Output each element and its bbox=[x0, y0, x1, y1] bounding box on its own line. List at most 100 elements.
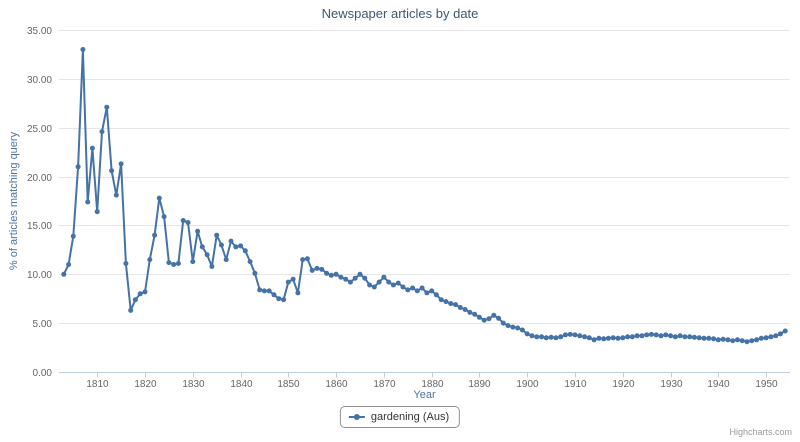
data-point-marker[interactable] bbox=[648, 331, 654, 337]
data-point-marker[interactable] bbox=[529, 333, 535, 339]
data-point-marker[interactable] bbox=[486, 316, 492, 322]
data-point-marker[interactable] bbox=[104, 104, 110, 110]
data-point-marker[interactable] bbox=[553, 335, 559, 341]
data-point-marker[interactable] bbox=[94, 209, 100, 215]
data-point-marker[interactable] bbox=[782, 328, 788, 334]
data-point-marker[interactable] bbox=[744, 339, 750, 345]
data-point-marker[interactable] bbox=[730, 338, 736, 344]
data-point-marker[interactable] bbox=[419, 285, 425, 291]
data-point-marker[interactable] bbox=[343, 276, 349, 282]
data-point-marker[interactable] bbox=[763, 335, 769, 341]
data-point-marker[interactable] bbox=[773, 333, 779, 339]
data-point-marker[interactable] bbox=[338, 274, 344, 280]
data-point-marker[interactable] bbox=[190, 259, 196, 265]
data-point-marker[interactable] bbox=[472, 311, 478, 317]
data-point-marker[interactable] bbox=[677, 333, 683, 339]
data-point-marker[interactable] bbox=[319, 266, 325, 272]
data-point-marker[interactable] bbox=[586, 335, 592, 341]
data-point-marker[interactable] bbox=[496, 315, 502, 321]
data-point-marker[interactable] bbox=[195, 228, 201, 234]
data-point-marker[interactable] bbox=[462, 307, 468, 312]
data-point-marker[interactable] bbox=[247, 259, 253, 265]
data-point-marker[interactable] bbox=[625, 334, 631, 340]
data-point-marker[interactable] bbox=[706, 335, 712, 341]
data-point-marker[interactable] bbox=[85, 199, 91, 205]
data-point-marker[interactable] bbox=[510, 324, 516, 330]
data-point-marker[interactable] bbox=[142, 289, 148, 295]
data-point-marker[interactable] bbox=[175, 261, 181, 266]
data-point-marker[interactable] bbox=[562, 332, 568, 338]
data-point-marker[interactable] bbox=[80, 47, 86, 52]
data-point-marker[interactable] bbox=[453, 302, 459, 308]
data-point-marker[interactable] bbox=[228, 238, 234, 244]
data-point-marker[interactable] bbox=[610, 335, 616, 341]
data-point-marker[interactable] bbox=[233, 244, 239, 250]
data-point-marker[interactable] bbox=[75, 164, 81, 170]
series-line[interactable] bbox=[62, 48, 787, 343]
data-point-marker[interactable] bbox=[457, 305, 463, 310]
data-point-marker[interactable] bbox=[61, 271, 67, 277]
data-point-marker[interactable] bbox=[362, 275, 368, 281]
data-point-marker[interactable] bbox=[433, 292, 439, 298]
data-point-marker[interactable] bbox=[443, 299, 449, 305]
data-point-marker[interactable] bbox=[720, 336, 726, 342]
data-point-marker[interactable] bbox=[357, 271, 363, 277]
data-point-marker[interactable] bbox=[629, 334, 635, 340]
data-point-marker[interactable] bbox=[285, 279, 291, 285]
data-point-marker[interactable] bbox=[214, 232, 220, 238]
data-point-marker[interactable] bbox=[314, 265, 320, 271]
data-point-marker[interactable] bbox=[199, 244, 205, 250]
data-point-marker[interactable] bbox=[209, 264, 215, 269]
data-point-marker[interactable] bbox=[615, 335, 621, 341]
data-point-marker[interactable] bbox=[405, 287, 411, 293]
data-point-marker[interactable] bbox=[99, 129, 105, 135]
data-point-marker[interactable] bbox=[152, 232, 158, 238]
data-point-marker[interactable] bbox=[324, 270, 330, 276]
data-point-marker[interactable] bbox=[591, 337, 597, 343]
data-point-marker[interactable] bbox=[715, 337, 721, 343]
data-point-marker[interactable] bbox=[261, 288, 267, 294]
data-point-marker[interactable] bbox=[534, 334, 540, 340]
data-point-marker[interactable] bbox=[639, 333, 645, 339]
legend-item-gardening-aus[interactable]: gardening (Aus) bbox=[339, 406, 461, 428]
data-point-marker[interactable] bbox=[281, 297, 287, 303]
data-point-marker[interactable] bbox=[257, 287, 263, 293]
data-point-marker[interactable] bbox=[734, 337, 740, 343]
data-point-marker[interactable] bbox=[400, 284, 406, 290]
data-point-marker[interactable] bbox=[505, 323, 511, 329]
data-point-marker[interactable] bbox=[252, 270, 258, 276]
data-point-marker[interactable] bbox=[132, 297, 138, 303]
data-point-marker[interactable] bbox=[386, 279, 392, 285]
series-gardening-aus[interactable] bbox=[61, 47, 788, 345]
data-point-marker[interactable] bbox=[749, 338, 755, 344]
data-point-marker[interactable] bbox=[687, 334, 693, 340]
data-point-marker[interactable] bbox=[596, 335, 602, 341]
data-point-marker[interactable] bbox=[390, 282, 396, 288]
data-point-marker[interactable] bbox=[185, 220, 191, 225]
data-point-marker[interactable] bbox=[548, 334, 554, 340]
data-point-marker[interactable] bbox=[218, 242, 224, 248]
data-point-marker[interactable] bbox=[70, 233, 76, 239]
data-point-marker[interactable] bbox=[161, 214, 167, 220]
data-point-marker[interactable] bbox=[171, 262, 177, 267]
data-point-marker[interactable] bbox=[156, 195, 162, 201]
data-point-marker[interactable] bbox=[448, 301, 454, 307]
data-point-marker[interactable] bbox=[696, 335, 702, 341]
data-point-marker[interactable] bbox=[672, 334, 678, 340]
data-point-marker[interactable] bbox=[300, 257, 306, 263]
data-point-marker[interactable] bbox=[238, 243, 244, 249]
data-point-marker[interactable] bbox=[539, 334, 545, 340]
data-point-marker[interactable] bbox=[204, 252, 210, 258]
data-point-marker[interactable] bbox=[276, 296, 282, 302]
data-point-marker[interactable] bbox=[295, 290, 301, 296]
data-point-marker[interactable] bbox=[109, 168, 115, 174]
data-point-marker[interactable] bbox=[701, 335, 707, 341]
data-point-marker[interactable] bbox=[410, 285, 416, 291]
data-point-marker[interactable] bbox=[304, 256, 310, 262]
data-point-marker[interactable] bbox=[367, 282, 373, 288]
data-point-marker[interactable] bbox=[524, 331, 530, 337]
data-point-marker[interactable] bbox=[653, 332, 659, 338]
data-point-marker[interactable] bbox=[519, 327, 525, 333]
data-point-marker[interactable] bbox=[352, 275, 358, 281]
data-point-marker[interactable] bbox=[739, 338, 745, 344]
